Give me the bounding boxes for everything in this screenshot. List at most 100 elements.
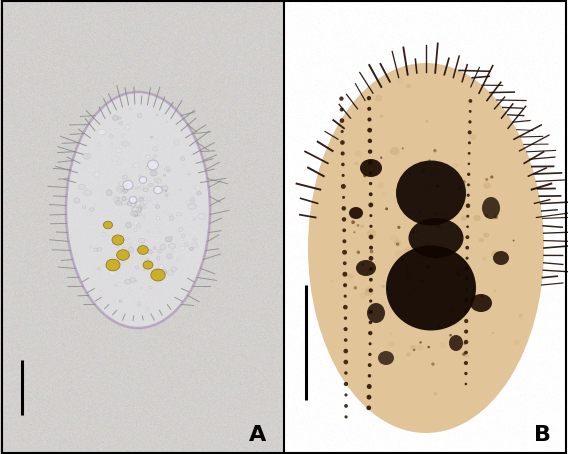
Ellipse shape xyxy=(121,202,125,205)
Ellipse shape xyxy=(136,207,140,212)
Ellipse shape xyxy=(342,217,346,222)
Ellipse shape xyxy=(157,250,161,253)
Ellipse shape xyxy=(150,171,157,176)
Ellipse shape xyxy=(176,269,177,270)
Ellipse shape xyxy=(469,110,471,113)
Ellipse shape xyxy=(369,192,373,196)
Ellipse shape xyxy=(465,278,468,281)
Ellipse shape xyxy=(369,342,371,345)
Ellipse shape xyxy=(152,157,155,159)
Ellipse shape xyxy=(396,161,466,226)
Ellipse shape xyxy=(467,163,470,165)
Ellipse shape xyxy=(343,262,346,265)
Ellipse shape xyxy=(449,335,463,351)
Ellipse shape xyxy=(465,267,469,271)
Ellipse shape xyxy=(102,223,106,226)
Ellipse shape xyxy=(136,266,139,269)
Ellipse shape xyxy=(154,154,157,157)
Ellipse shape xyxy=(386,246,476,331)
Ellipse shape xyxy=(156,114,158,116)
Ellipse shape xyxy=(369,256,373,261)
Ellipse shape xyxy=(344,316,347,320)
Ellipse shape xyxy=(98,143,101,147)
Ellipse shape xyxy=(87,213,91,216)
Ellipse shape xyxy=(187,174,190,176)
Ellipse shape xyxy=(415,254,422,260)
Ellipse shape xyxy=(130,277,135,282)
Ellipse shape xyxy=(340,118,344,123)
Ellipse shape xyxy=(162,186,168,190)
Ellipse shape xyxy=(160,244,166,250)
Ellipse shape xyxy=(340,108,344,112)
Ellipse shape xyxy=(135,281,137,282)
Ellipse shape xyxy=(89,208,94,211)
Ellipse shape xyxy=(341,206,346,211)
Ellipse shape xyxy=(137,224,141,227)
Ellipse shape xyxy=(464,298,469,302)
Ellipse shape xyxy=(129,197,137,203)
Ellipse shape xyxy=(112,156,119,161)
Ellipse shape xyxy=(434,255,438,259)
Ellipse shape xyxy=(131,208,135,211)
Ellipse shape xyxy=(426,265,430,269)
Ellipse shape xyxy=(369,267,373,271)
Ellipse shape xyxy=(122,141,130,147)
Ellipse shape xyxy=(143,188,148,192)
Ellipse shape xyxy=(78,184,86,190)
Ellipse shape xyxy=(485,214,488,217)
Ellipse shape xyxy=(179,227,182,232)
Ellipse shape xyxy=(406,84,411,89)
Ellipse shape xyxy=(121,200,127,204)
Ellipse shape xyxy=(116,245,119,248)
Ellipse shape xyxy=(452,309,454,312)
Ellipse shape xyxy=(128,247,134,252)
Ellipse shape xyxy=(344,371,348,375)
Ellipse shape xyxy=(491,251,499,258)
Ellipse shape xyxy=(82,153,91,159)
Ellipse shape xyxy=(185,242,189,247)
Ellipse shape xyxy=(122,196,126,201)
Ellipse shape xyxy=(128,242,132,246)
Ellipse shape xyxy=(460,186,462,188)
Ellipse shape xyxy=(353,231,356,233)
Ellipse shape xyxy=(139,205,140,206)
Ellipse shape xyxy=(368,353,371,356)
Ellipse shape xyxy=(420,279,424,283)
Ellipse shape xyxy=(146,166,152,170)
Ellipse shape xyxy=(463,353,470,358)
Ellipse shape xyxy=(466,225,469,228)
Ellipse shape xyxy=(172,236,173,238)
Ellipse shape xyxy=(419,263,420,265)
Ellipse shape xyxy=(150,161,156,166)
Ellipse shape xyxy=(138,208,141,212)
Ellipse shape xyxy=(134,196,140,201)
Ellipse shape xyxy=(127,202,132,206)
Ellipse shape xyxy=(347,274,353,279)
Ellipse shape xyxy=(112,115,118,120)
Ellipse shape xyxy=(187,171,191,174)
Ellipse shape xyxy=(381,192,387,197)
Ellipse shape xyxy=(132,207,138,212)
Ellipse shape xyxy=(425,264,430,268)
Ellipse shape xyxy=(156,217,160,220)
Ellipse shape xyxy=(481,295,484,298)
Ellipse shape xyxy=(342,250,347,255)
Ellipse shape xyxy=(154,178,161,183)
Ellipse shape xyxy=(415,246,421,252)
Ellipse shape xyxy=(152,137,154,139)
Ellipse shape xyxy=(117,199,124,204)
Ellipse shape xyxy=(145,258,149,262)
Ellipse shape xyxy=(344,360,348,365)
Ellipse shape xyxy=(186,200,191,205)
Ellipse shape xyxy=(341,163,345,166)
Ellipse shape xyxy=(341,152,345,156)
Ellipse shape xyxy=(425,120,428,123)
Ellipse shape xyxy=(193,185,195,188)
Ellipse shape xyxy=(447,269,453,274)
Ellipse shape xyxy=(169,213,173,217)
Ellipse shape xyxy=(166,121,168,123)
Ellipse shape xyxy=(140,203,144,208)
Ellipse shape xyxy=(353,286,357,290)
Ellipse shape xyxy=(83,190,91,196)
Ellipse shape xyxy=(159,265,164,269)
